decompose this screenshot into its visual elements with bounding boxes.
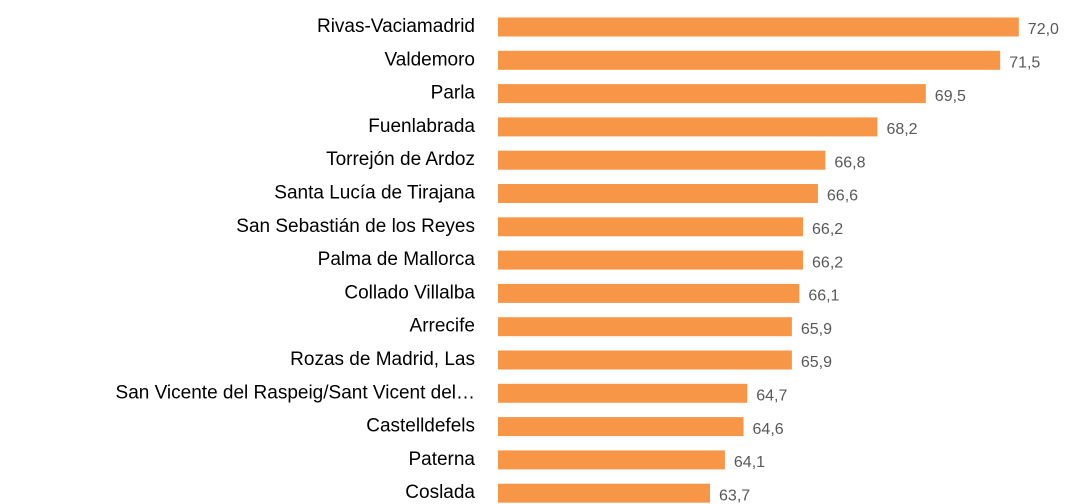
bar — [498, 283, 800, 303]
bar — [498, 217, 804, 237]
bar — [498, 450, 725, 470]
data-label: 64,6 — [753, 421, 784, 438]
y-tick-label: Collado Villalba — [344, 282, 475, 303]
data-label: 63,7 — [719, 487, 750, 504]
y-tick-label: Fuenlabrada — [368, 116, 475, 137]
y-tick-label: Torrejón de Ardoz — [326, 149, 475, 170]
bar — [498, 150, 826, 170]
bar — [498, 50, 1001, 70]
y-tick-label: San Sebastián de los Reyes — [236, 216, 475, 237]
data-label: 64,1 — [734, 454, 765, 471]
data-label: 64,7 — [756, 388, 787, 405]
y-tick-label: Rivas-Vaciamadrid — [317, 16, 475, 37]
y-tick-label: Rozas de Madrid, Las — [290, 349, 475, 370]
bar — [498, 84, 926, 104]
y-tick-label: Coslada — [405, 482, 475, 503]
data-label: 72,0 — [1028, 21, 1059, 38]
data-label: 66,8 — [834, 154, 865, 171]
bar — [498, 483, 711, 503]
y-tick-label: Castelldefels — [366, 416, 475, 437]
y-tick-label: Valdemoro — [385, 49, 475, 70]
data-label: 65,9 — [801, 321, 832, 338]
data-label: 66,1 — [808, 288, 839, 305]
bar — [498, 250, 804, 270]
data-label: 66,6 — [827, 188, 858, 205]
y-tick-label: Paterna — [408, 449, 475, 470]
bar — [498, 417, 744, 437]
bar — [498, 350, 792, 370]
data-label: 66,2 — [812, 221, 843, 238]
data-label: 66,2 — [812, 254, 843, 271]
bar — [498, 117, 878, 137]
y-tick-label: San Vicente del Raspeig/Sant Vicent del… — [116, 382, 475, 403]
bar — [498, 184, 818, 203]
data-label: 65,9 — [801, 354, 832, 371]
bar — [498, 383, 748, 403]
y-tick-label: Palma de Mallorca — [318, 249, 476, 270]
data-label: 68,2 — [886, 121, 917, 138]
y-tick-label: Arrecife — [410, 316, 475, 337]
bar — [498, 17, 1019, 37]
y-tick-label: Santa Lucía de Tirajana — [274, 183, 475, 204]
data-label: 71,5 — [1009, 55, 1040, 72]
bar — [498, 317, 792, 337]
data-label: 69,5 — [935, 88, 966, 105]
y-tick-label: Parla — [431, 83, 476, 104]
